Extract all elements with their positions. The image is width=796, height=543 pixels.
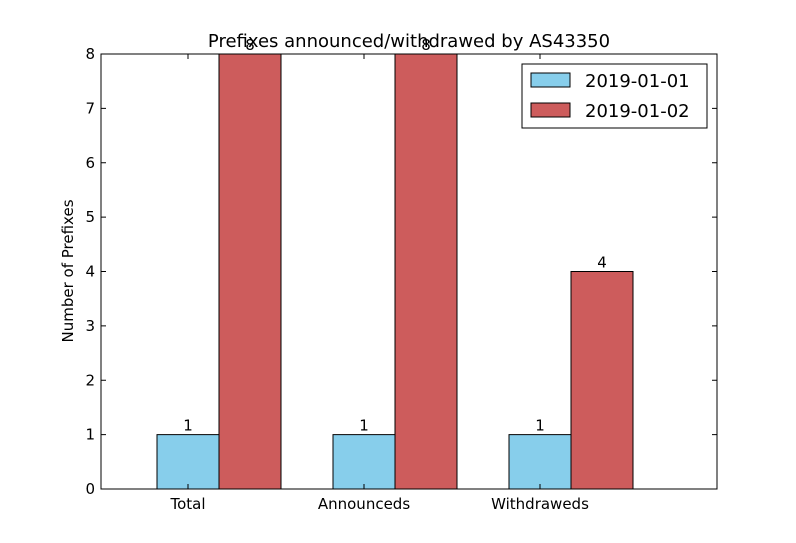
data-label-withdraweds-series-1: 1 <box>535 417 545 435</box>
y-tick-label-5: 5 <box>85 208 95 226</box>
data-label-announceds-series-1: 1 <box>359 417 369 435</box>
y-tick-label-2: 2 <box>85 371 95 389</box>
y-tick-label-6: 6 <box>85 154 95 172</box>
bars-group <box>156 53 634 490</box>
y-axis-label: Number of Prefixes <box>59 199 77 342</box>
y-tick-label-4: 4 <box>85 263 95 281</box>
legend-swatch-1 <box>530 72 571 88</box>
bar-announceds-series-2 <box>394 53 458 490</box>
bar-withdraweds-series-2 <box>570 271 634 490</box>
legend: 2019-01-01 2019-01-02 <box>521 63 708 129</box>
bar-total-series-2 <box>218 53 282 490</box>
data-label-total-series-1: 1 <box>183 417 193 435</box>
y-tick-label-1: 1 <box>85 426 95 444</box>
y-tick-label-0: 0 <box>85 480 95 498</box>
legend-label-1: 2019-01-01 <box>585 71 690 92</box>
axes-group: 0 1 2 3 4 5 6 7 8 Total Announceds Withdraweds <box>85 45 718 513</box>
data-label-announceds-series-2: 8 <box>421 36 431 54</box>
y-tick-label-3: 3 <box>85 317 95 335</box>
y-tick-label-7: 7 <box>85 99 95 117</box>
bar-total-series-1 <box>156 434 220 490</box>
x-tick-label-total: Total <box>169 495 205 513</box>
x-tick-label-announceds: Announceds <box>318 495 410 513</box>
legend-label-2: 2019-01-02 <box>585 101 690 122</box>
data-label-withdraweds-series-2: 4 <box>597 254 607 272</box>
legend-swatch-2 <box>530 102 571 118</box>
data-labels-group: 1 8 1 8 1 4 <box>183 36 607 435</box>
bar-withdraweds-series-1 <box>508 434 572 490</box>
x-tick-label-withdraweds: Withdraweds <box>491 495 589 513</box>
y-tick-label-8: 8 <box>85 45 95 63</box>
chart-title: Prefixes announced/withdrawed by AS43350 <box>208 31 610 52</box>
data-label-total-series-2: 8 <box>245 36 255 54</box>
bar-announceds-series-1 <box>332 434 396 490</box>
